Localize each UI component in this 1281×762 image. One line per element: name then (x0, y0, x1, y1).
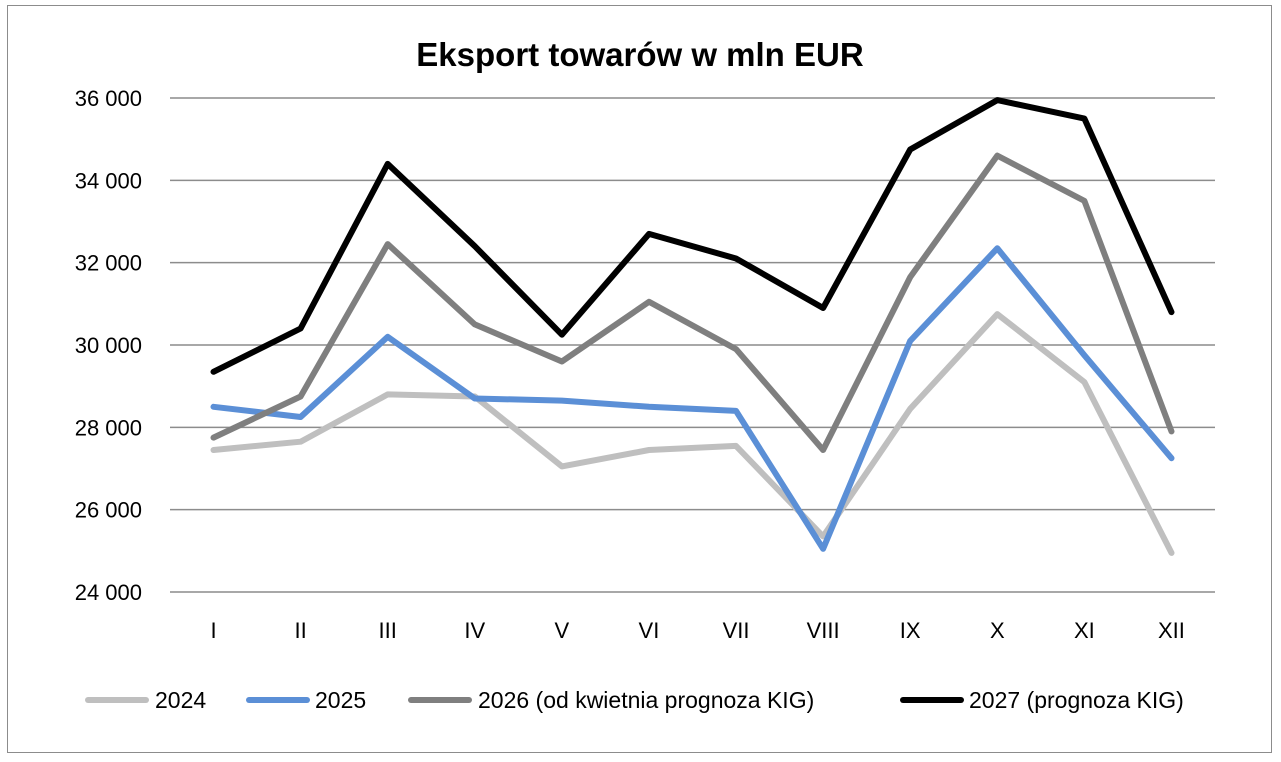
series-lines (210, 97, 1175, 556)
y-tick-label: 26 000 (75, 498, 142, 523)
x-tick-label: XI (1074, 618, 1095, 643)
series-line-1 (210, 245, 1175, 552)
y-tick-label: 36 000 (75, 86, 142, 111)
y-axis-tick-labels: 24 000 26 000 28 000 30 000 32 000 34 000 36 0… (75, 86, 142, 605)
x-tick-label: IV (464, 618, 485, 643)
series-line-0 (210, 311, 1175, 556)
x-tick-label: III (379, 618, 397, 643)
legend-item: 2026 (od kwietnia prognoza KIG) (408, 687, 814, 713)
legend-item: 2025 (246, 687, 366, 713)
x-tick-label: VIII (807, 618, 840, 643)
legend-label: 2024 (155, 687, 206, 713)
legend-label: 2027 (prognoza KIG) (969, 687, 1184, 713)
x-tick-label: V (555, 618, 570, 643)
series-line-2 (210, 152, 1175, 453)
x-tick-label: VII (723, 618, 750, 643)
chart-frame (7, 5, 1272, 753)
legend-label: 2025 (315, 687, 366, 713)
x-tick-label: VI (639, 618, 660, 643)
y-tick-label: 32 000 (75, 251, 142, 276)
x-tick-label: I (210, 618, 216, 643)
x-tick-label: XII (1158, 618, 1185, 643)
legend-item: 2024 (85, 687, 206, 713)
series-line-3 (210, 97, 1175, 375)
y-tick-label: 30 000 (75, 333, 142, 358)
x-tick-label: X (990, 618, 1005, 643)
x-tick-label: IX (900, 618, 921, 643)
legend-label: 2026 (od kwietnia prognoza KIG) (478, 687, 814, 713)
y-tick-label: 34 000 (75, 168, 142, 193)
legend-item: 2027 (prognoza KIG) (900, 687, 1184, 713)
chart-title: Eksport towarów w mln EUR (416, 36, 864, 73)
x-axis-tick-labels: I II III IV V VI VII VIII IX X XI XII (210, 618, 1184, 643)
y-tick-label: 24 000 (75, 580, 142, 605)
x-tick-label: II (295, 618, 307, 643)
y-tick-label: 28 000 (75, 415, 142, 440)
legend: 2024 2025 2026 (od kwietnia prognoza KIG) 2… (85, 687, 1184, 713)
